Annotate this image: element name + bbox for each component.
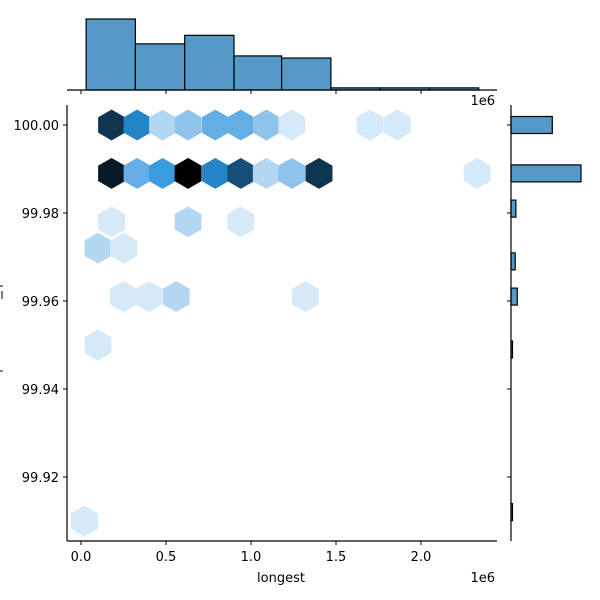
hexbin-cell	[201, 109, 229, 141]
hexbin-cell	[383, 109, 411, 141]
x-axis-label: longest	[257, 571, 305, 586]
hexbin-cell	[252, 157, 280, 189]
top-histogram-bar	[281, 57, 332, 91]
right-histogram-bar	[510, 164, 582, 183]
hexbin-cell	[149, 157, 177, 189]
hexbin-cell	[98, 157, 126, 189]
hexbin-cell	[123, 157, 151, 189]
right-histogram-bar	[510, 115, 553, 135]
x-tick-label: 0.5	[156, 550, 177, 565]
top-histogram-bar	[85, 18, 136, 91]
hexbin-cell	[201, 157, 229, 189]
y-tick-label: 99.98	[22, 207, 59, 222]
y-tick-label: 100.00	[14, 119, 60, 134]
top-marginal-histogram	[85, 18, 480, 91]
hexbin-cell	[305, 157, 333, 189]
top-histogram-bar	[233, 55, 283, 91]
hexbin-cell	[98, 206, 126, 238]
hexbin-cell	[174, 157, 202, 189]
right-marginal-ticks	[507, 124, 511, 478]
right-histogram-bar	[510, 199, 517, 218]
hexbin-cell	[149, 109, 177, 141]
hexbin-cell	[227, 109, 255, 141]
hexbin-cell	[84, 232, 112, 264]
hexbin-cell	[174, 206, 202, 238]
top-marginal-offset-label: 1e6	[470, 94, 495, 109]
x-tick-label: 1.0	[241, 550, 262, 565]
y-tick-label: 99.94	[22, 383, 59, 398]
hexbin-cell	[291, 281, 319, 313]
x-tick-label: 1.5	[326, 550, 347, 565]
hexbin-cell	[162, 281, 190, 313]
x-axis-ticks: 0.0 0.5 1.0 1.5 2.0	[71, 541, 432, 565]
hexbin-cell	[174, 109, 202, 141]
hexbin-cell	[252, 109, 280, 141]
y-tick-label: 99.96	[22, 295, 59, 310]
right-histogram-bar	[510, 252, 516, 271]
right-histogram-bar	[510, 287, 518, 306]
hexbin-cell	[463, 157, 491, 189]
hexbin-cell	[135, 281, 163, 313]
x-tick-label: 0.0	[71, 550, 92, 565]
y-axis-ticks: 100.00 99.98 99.96 99.94 99.92	[14, 119, 67, 486]
x-tick-label: 2.0	[411, 550, 432, 565]
top-histogram-bar	[134, 43, 186, 91]
hexbin-cell	[98, 109, 126, 141]
hexbin-plot-area	[70, 109, 491, 537]
right-marginal-histogram	[510, 115, 582, 522]
hexbin-cell	[227, 206, 255, 238]
hexbin-cell	[70, 505, 98, 537]
hexbin-cell	[110, 281, 137, 313]
hexbin-cell	[110, 232, 137, 264]
y-tick-label: 99.92	[22, 471, 59, 486]
x-axis-offset-label: 1e6	[470, 571, 495, 586]
hexbin-cell	[278, 157, 306, 189]
top-marginal-ticks	[80, 90, 422, 94]
hexbin-cell	[356, 109, 384, 141]
hexbin-cell	[227, 157, 255, 189]
top-histogram-bar	[184, 34, 235, 91]
hexbin-cell	[123, 109, 151, 141]
hexbin-cell	[84, 329, 112, 361]
hexbin-cell	[278, 109, 306, 141]
